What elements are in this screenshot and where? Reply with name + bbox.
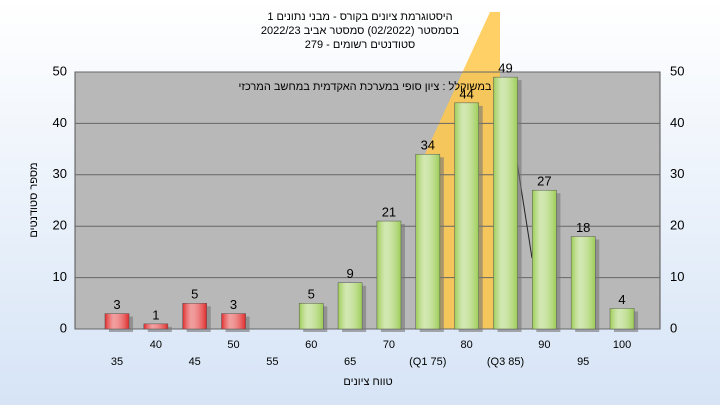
data-label: 3 [113, 297, 120, 312]
y-tick-label: 20 [53, 218, 67, 233]
data-label: 18 [576, 220, 590, 235]
chart-subtitle: סטודנטים רשומים - 279 [305, 39, 416, 51]
y-tick-label: 0 [60, 320, 67, 335]
chart-subtitle: בסמסטר (02/2022) סמסטר אביב 2022/23 [261, 25, 460, 37]
bar-shade [570, 236, 596, 330]
x-tick-label: 50 [227, 339, 239, 351]
data-label: 49 [498, 61, 512, 76]
x-tick-label: (Q1 75) [409, 356, 446, 368]
y-tick-label: 10 [53, 269, 67, 284]
data-label: 3 [230, 297, 237, 312]
bar-shade [532, 189, 557, 330]
data-label: 5 [308, 287, 315, 302]
bar-shade [454, 102, 479, 330]
x-tick-label: (Q3 85) [487, 356, 524, 368]
data-label: 4 [618, 292, 625, 307]
y-tick-label: 30 [53, 166, 67, 181]
data-label: 9 [346, 266, 353, 281]
y2-tick-label: 10 [670, 269, 684, 284]
y2-tick-label: 50 [670, 63, 684, 78]
plot-area [74, 71, 661, 330]
y2-tick-label: 0 [670, 320, 677, 335]
chart-title: היסטוגרמת ציונים בקורס - מבני נתונים 1 [267, 11, 452, 23]
data-label: 5 [191, 287, 198, 302]
x-tick-label: 90 [538, 339, 550, 351]
x-tick-label: 45 [189, 356, 201, 368]
data-label: 1 [152, 307, 159, 322]
x-tick-label: 40 [150, 339, 162, 351]
bar-shade [182, 303, 207, 330]
x-tick-label: 80 [461, 339, 473, 351]
x-axis-label: טווח ציונים [343, 376, 392, 388]
data-label: 44 [459, 86, 473, 101]
bar-shade [298, 303, 324, 330]
y2-tick-label: 40 [670, 115, 684, 130]
x-tick-label: 70 [383, 339, 395, 351]
data-label: 34 [421, 138, 435, 153]
x-tick-label: 60 [305, 339, 317, 351]
x-tick-label: 65 [344, 356, 356, 368]
bar-shade [415, 153, 441, 330]
y-axis-label: מספר סטודנטים [28, 162, 40, 237]
y-tick-label: 40 [53, 115, 67, 130]
data-label: 21 [382, 204, 396, 219]
y-tick-label: 50 [53, 63, 67, 78]
bar-shade [376, 220, 402, 330]
y2-tick-label: 20 [670, 218, 684, 233]
bar-shadow [147, 326, 172, 332]
x-tick-label: 95 [577, 356, 589, 368]
x-tick-label: 100 [613, 339, 631, 351]
bar-shade [221, 313, 246, 330]
y2-tick-label: 30 [670, 166, 684, 181]
x-tick-label: 35 [111, 356, 123, 368]
bar-shade [337, 282, 363, 330]
bar-shade [143, 323, 169, 330]
bar-shade [104, 313, 130, 330]
bar-shade [609, 308, 635, 330]
data-label: 27 [537, 174, 551, 189]
x-tick-label: 55 [266, 356, 278, 368]
bar-shade [493, 76, 518, 330]
annotation: במשוקלל : ציון סופי במערכת האקדמית במחשב… [239, 80, 492, 93]
